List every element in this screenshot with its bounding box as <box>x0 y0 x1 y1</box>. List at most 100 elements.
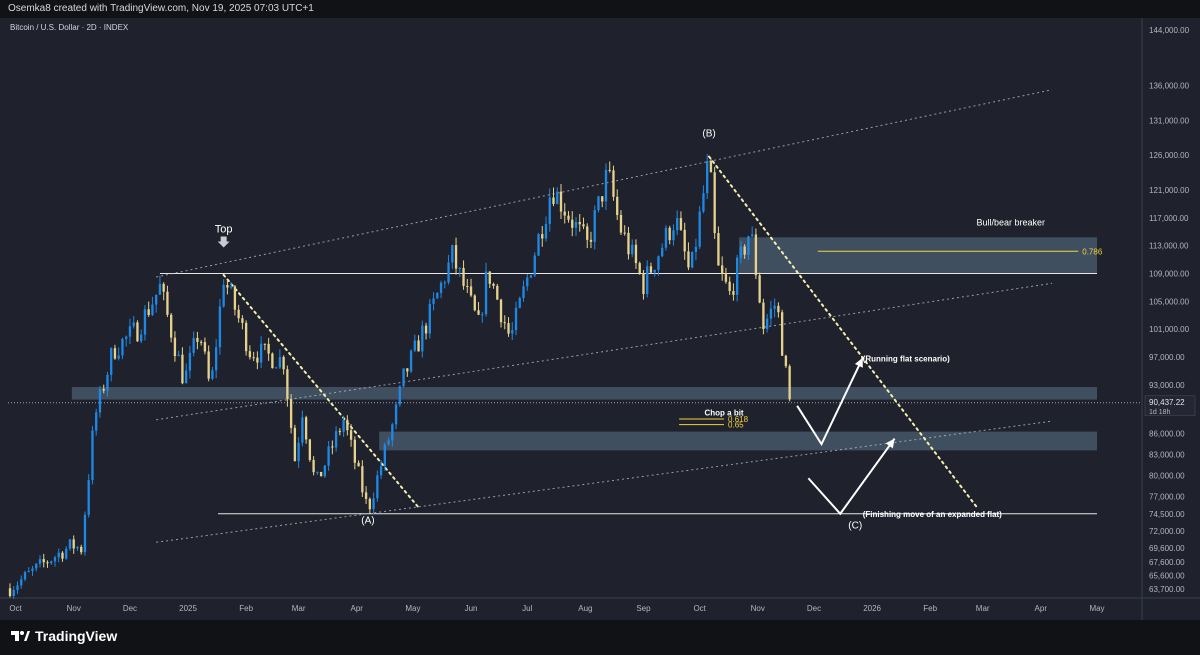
tradingview-logo[interactable]: TradingView <box>10 628 117 644</box>
candle-body <box>293 427 297 462</box>
candle-body <box>691 251 694 268</box>
candle-body <box>207 351 210 379</box>
annotation-label: (A) <box>361 515 374 526</box>
candle-body <box>57 552 60 558</box>
time-tick-label: Dec <box>807 604 821 613</box>
annotation-label: Chop a bit <box>704 409 743 418</box>
candle-body <box>537 234 540 256</box>
candle-body <box>541 234 544 239</box>
candle-body <box>113 348 117 359</box>
candle-body <box>170 314 173 338</box>
candle-body <box>376 475 379 499</box>
candle-body <box>503 322 506 324</box>
candle-body <box>589 239 593 242</box>
candle-body <box>147 309 150 315</box>
candle-body <box>492 283 495 286</box>
candle-body <box>128 326 132 337</box>
price-tick-label: 131,000.00 <box>1149 116 1190 125</box>
candle-body <box>484 271 488 315</box>
candle-body <box>788 366 791 400</box>
candle-body <box>567 215 570 220</box>
candle-body <box>42 559 45 563</box>
candle-body <box>91 430 94 481</box>
candle-body <box>702 193 705 212</box>
tradingview-brand: TradingView <box>35 628 118 644</box>
candle-body <box>709 161 713 173</box>
candle-body <box>739 246 743 258</box>
candle-body <box>27 570 30 573</box>
time-tick-label: Jul <box>522 604 532 613</box>
price-tick-label: 77,000.00 <box>1149 492 1185 501</box>
candle-body <box>518 298 521 308</box>
candle-body <box>316 471 319 473</box>
price-tick-label: 101,000.00 <box>1149 325 1190 334</box>
candle-body <box>597 196 600 211</box>
candle-body <box>226 284 229 288</box>
candle-body <box>211 370 214 379</box>
candle-body <box>61 552 64 559</box>
candle-body <box>155 294 158 305</box>
candle-body <box>271 353 274 369</box>
candle-body <box>349 430 353 440</box>
candle-body <box>151 304 154 315</box>
candle-body <box>102 389 105 391</box>
candle-body <box>578 221 581 225</box>
candle-body <box>750 234 754 237</box>
candle-body <box>38 559 42 564</box>
time-tick-label: 2025 <box>179 604 197 613</box>
price-tick-label: 109,000.00 <box>1149 270 1190 279</box>
candle-body <box>623 232 626 234</box>
candle-body <box>784 355 788 367</box>
candle-body <box>556 191 559 205</box>
candle-body <box>443 282 446 284</box>
candle-body <box>619 214 623 233</box>
candle-body <box>76 546 79 549</box>
candle-body <box>728 281 731 292</box>
candle-body <box>278 356 282 368</box>
price-tick-label: 83,000.00 <box>1149 451 1185 460</box>
candle-body <box>706 161 709 194</box>
candle-body <box>222 284 225 307</box>
time-tick-label: Dec <box>123 604 137 613</box>
candle-body <box>499 299 503 323</box>
candle-body <box>31 568 34 571</box>
candle-body <box>256 357 259 363</box>
last-price-tag <box>1144 395 1196 417</box>
candle-body <box>259 343 263 363</box>
candle-body <box>417 340 420 352</box>
price-axis[interactable]: 144,000.00 136,000.00 131,000.00 126,000.00… <box>1144 26 1196 594</box>
candle-body <box>698 211 701 247</box>
candle-body <box>458 267 461 269</box>
time-tick-label: Apr <box>1035 604 1048 613</box>
candle-body <box>765 318 769 329</box>
candle-body <box>8 588 12 597</box>
price-chart[interactable]: Bitcoin / U.S. Dollar · 2D · INDEX 0.786… <box>0 18 1200 620</box>
candle-body <box>110 348 113 375</box>
candle-body <box>132 322 135 327</box>
candle-body <box>777 305 780 313</box>
candle-body <box>544 223 548 239</box>
price-tick-label: 117,000.00 <box>1149 214 1189 223</box>
candle-body <box>514 307 518 331</box>
candle-body <box>469 286 473 296</box>
candle-body <box>327 446 330 466</box>
candle-body <box>552 197 555 205</box>
candle-body <box>323 465 327 477</box>
candle-body <box>23 572 27 580</box>
attribution-text: Osemka8 created with TradingView.com, No… <box>8 3 314 14</box>
candle-body <box>338 431 342 433</box>
candle-body <box>80 546 83 553</box>
time-tick-label: Apr <box>350 604 363 613</box>
price-tick-label: 65,600.00 <box>1149 572 1185 581</box>
candle-body <box>638 263 641 273</box>
bull-bear-breaker-zone <box>739 237 1097 274</box>
candle-body <box>185 370 188 384</box>
annotation-label: (Running flat scenario) <box>863 354 950 363</box>
candle-body <box>421 325 424 352</box>
annotation-label: Bull/bear breaker <box>977 217 1046 227</box>
time-tick-label: Feb <box>923 604 937 613</box>
candle-body <box>612 170 615 197</box>
candle-body <box>274 367 278 369</box>
fib-level-label: 0.618 <box>728 415 749 424</box>
time-axis[interactable]: Oct Nov Dec 2025 Feb Mar Apr May Jun Jul Aug Sep Oct… <box>9 604 1104 613</box>
